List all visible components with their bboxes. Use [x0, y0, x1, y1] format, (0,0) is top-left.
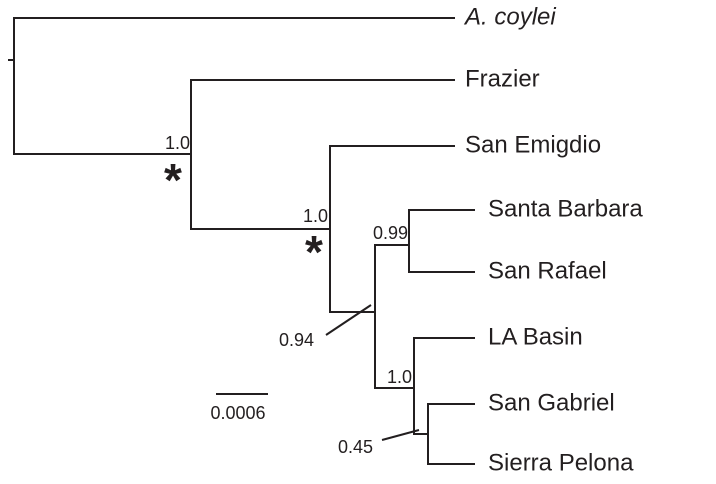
significance-mark: * — [164, 154, 182, 206]
taxon-label: Sierra Pelona — [488, 449, 634, 476]
support-value: 1.0 — [165, 133, 190, 153]
taxon-label: Frazier — [465, 65, 540, 92]
support-values: 1.0 1.0 0.94 0.99 1.0 0.45 * * 0.0006 — [164, 133, 412, 457]
support-value: 1.0 — [387, 367, 412, 387]
support-value: 0.45 — [338, 437, 373, 457]
leader-line — [325, 304, 372, 336]
significance-mark: * — [305, 226, 323, 278]
taxon-label: San Gabriel — [488, 389, 615, 416]
scale-label: 0.0006 — [210, 403, 265, 423]
taxon-label: Santa Barbara — [488, 195, 643, 222]
leader-line — [381, 429, 420, 441]
branches — [8, 17, 475, 465]
taxon-label: A. coylei — [463, 3, 556, 30]
support-value: 1.0 — [303, 206, 328, 226]
taxon-label: San Rafael — [488, 257, 607, 284]
support-value: 0.94 — [279, 330, 314, 350]
taxon-label: LA Basin — [488, 323, 583, 350]
taxon-label: San Emigdio — [465, 131, 601, 158]
taxon-labels: A. coylei Frazier San Emigdio Santa Barb… — [463, 3, 643, 476]
support-value: 0.99 — [373, 223, 408, 243]
